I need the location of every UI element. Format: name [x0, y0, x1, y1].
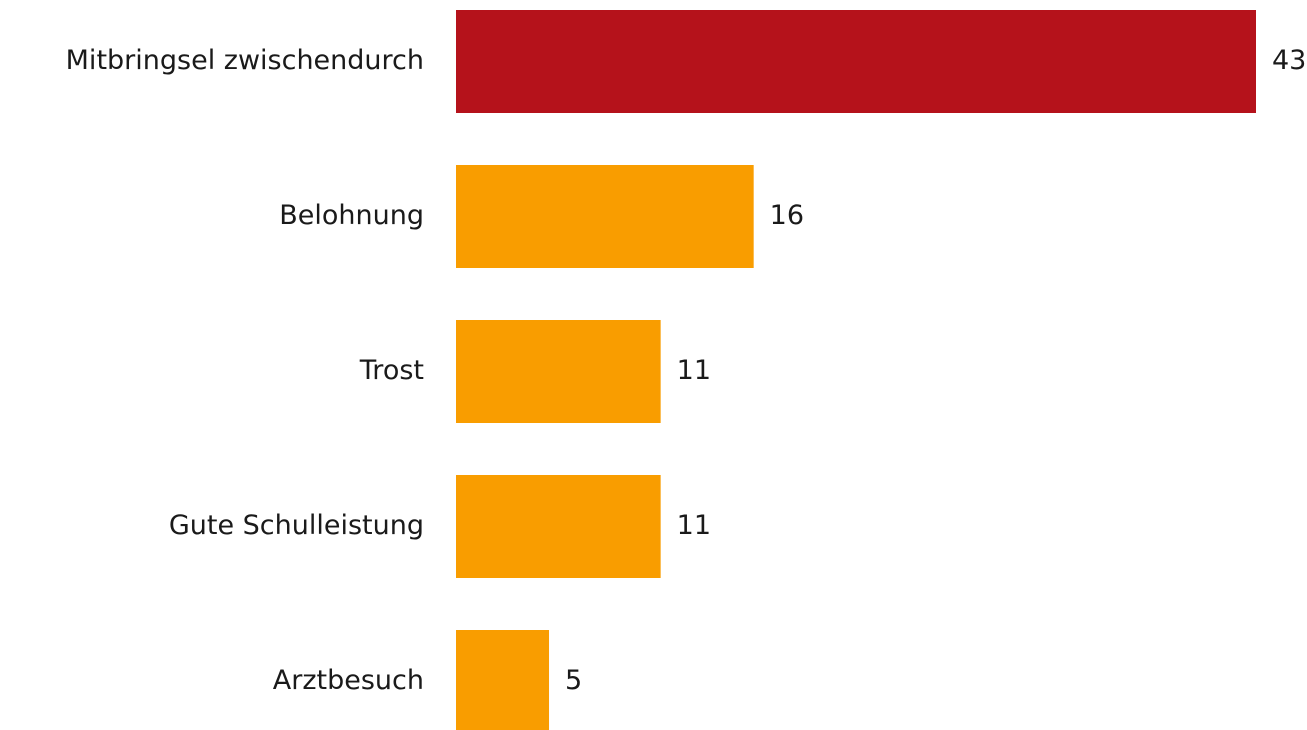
value-label: 5	[565, 665, 582, 696]
bar	[456, 165, 754, 268]
bar	[456, 630, 550, 730]
bar	[456, 475, 661, 578]
category-label: Mitbringsel zwischendurch	[66, 45, 424, 76]
value-label: 11	[677, 510, 711, 541]
category-label: Arztbesuch	[273, 665, 424, 696]
value-label: 11	[677, 355, 711, 386]
value-label: 16	[770, 200, 804, 231]
category-label: Trost	[359, 355, 424, 386]
value-label: 43	[1272, 45, 1306, 76]
bar	[456, 320, 661, 423]
bar	[456, 10, 1256, 113]
category-label: Gute Schulleistung	[169, 510, 424, 541]
category-label: Belohnung	[279, 200, 424, 231]
